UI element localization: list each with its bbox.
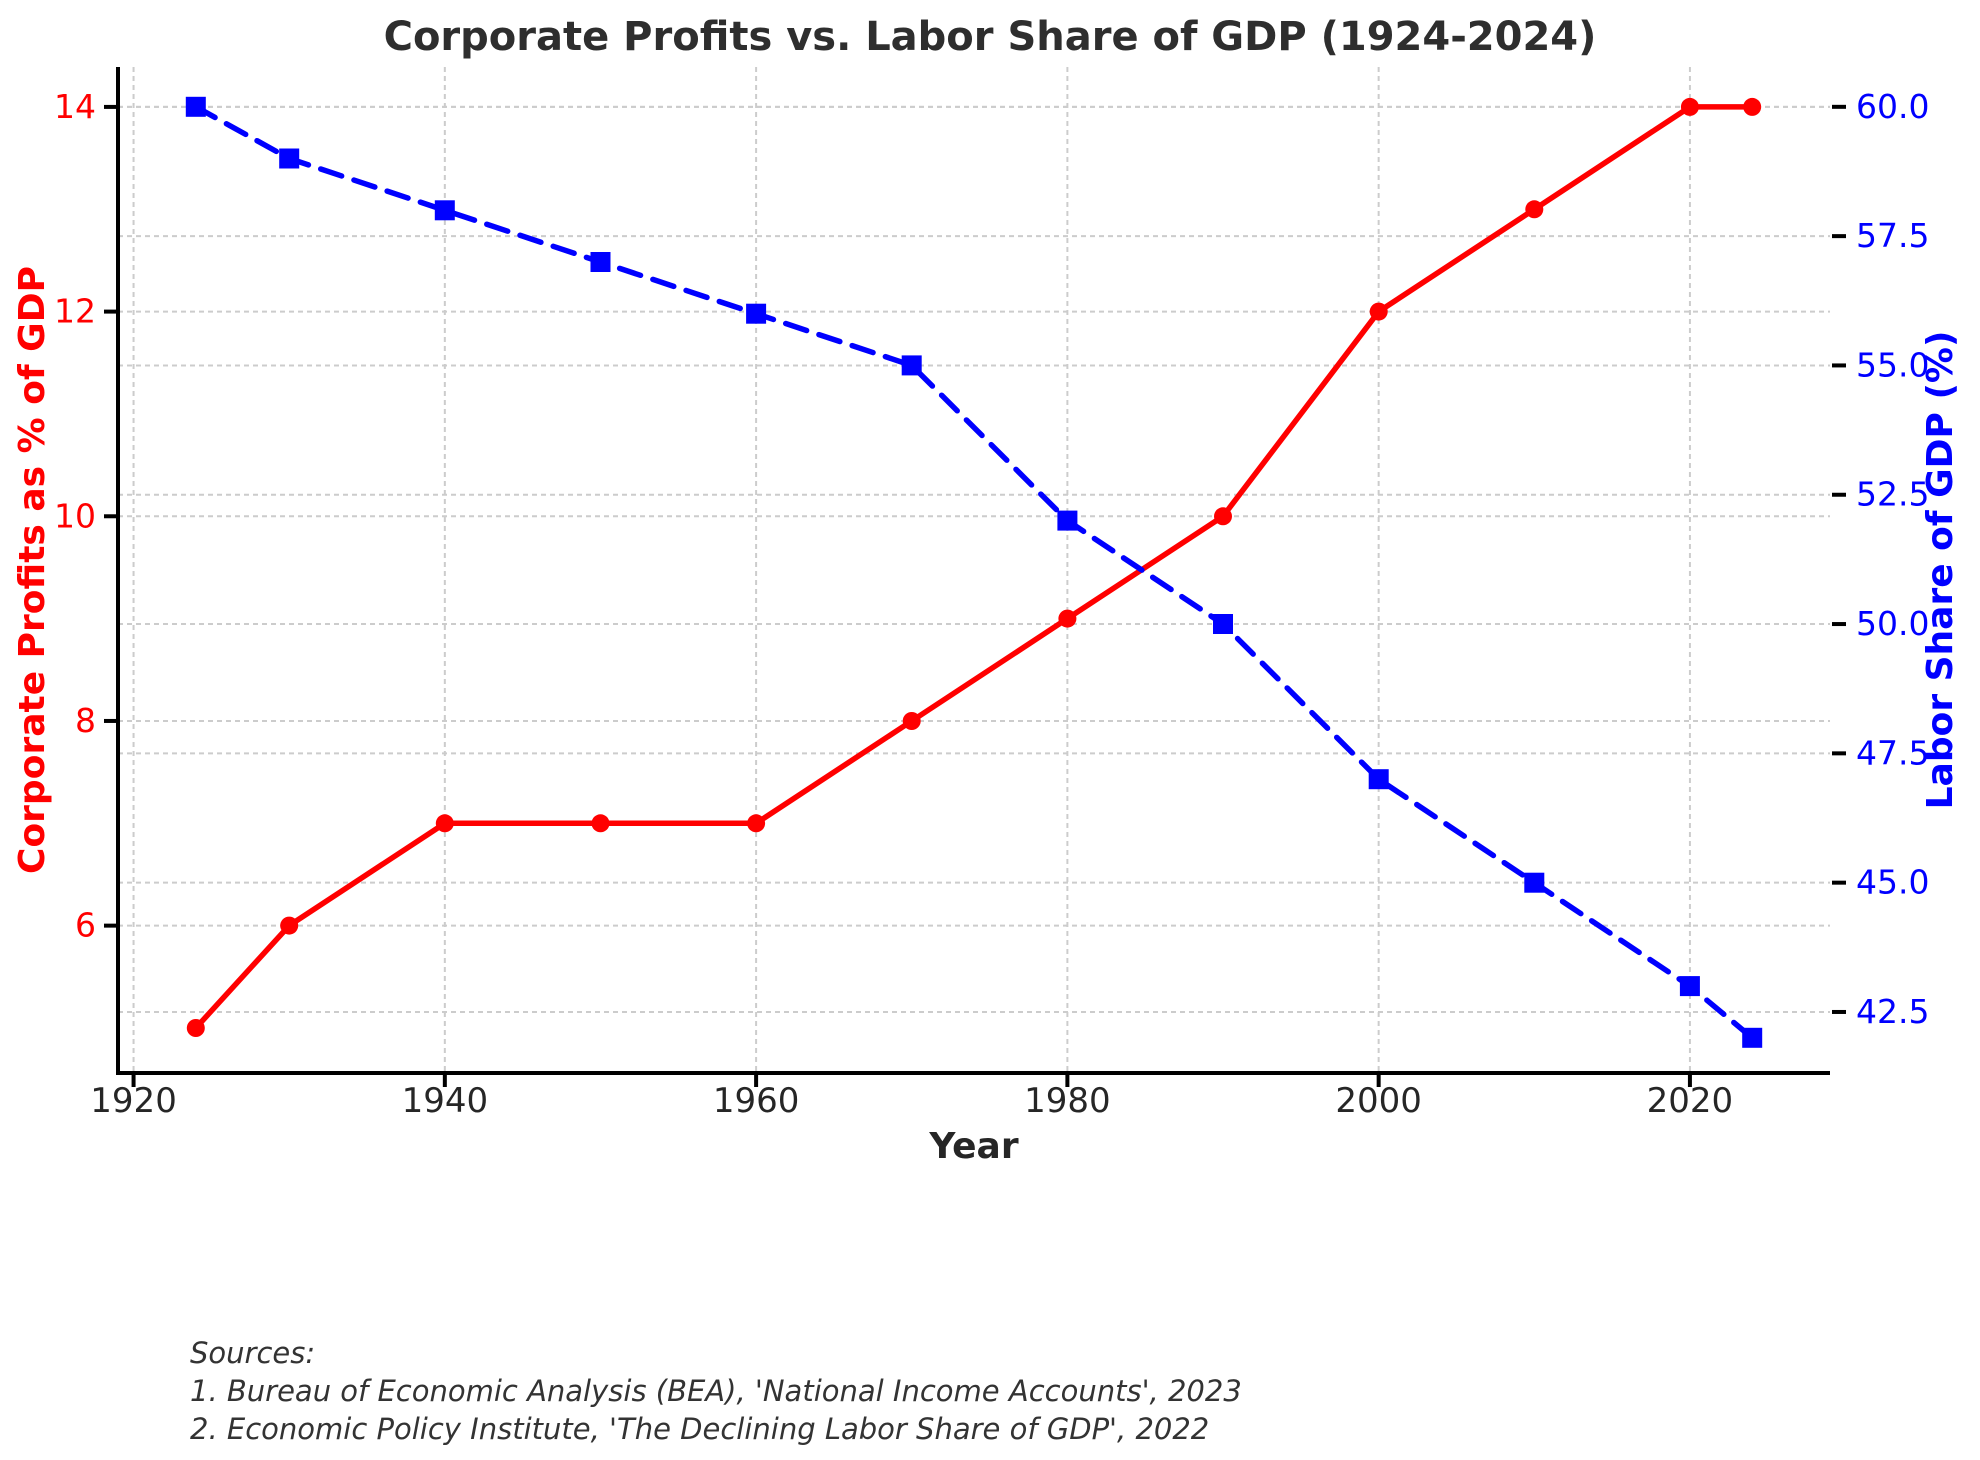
axis-ticks: 1920 1940 1960 1980 2000 2020 14 12 10 8 6 60.0 57.5… [54,87,1929,1121]
profits-data-point [591,814,610,833]
profits-line [193,104,1755,1031]
series-layer [185,96,1763,1048]
sources-line-2: 2. Economic Policy Institute, 'The Decli… [190,1412,1210,1446]
sources-heading: Sources: [190,1336,316,1370]
labor-share-data-point [746,303,767,324]
y-left-tick-label: 10 [54,496,96,535]
profits-data-point [186,1019,205,1037]
profits-data-point [435,814,454,833]
y-right-tick-label: 60.0 [1856,87,1929,126]
labor-share-data-point [1679,976,1700,997]
grid-layer [118,67,1830,1073]
y-right-tick-label: 52.5 [1856,475,1929,514]
x-tick-label: 2000 [1335,1081,1422,1121]
labor-share-data-point [1213,614,1233,634]
profits-data-point [1525,200,1544,219]
y-right-tick-label: 47.5 [1856,733,1929,772]
y-left-tick-label: 12 [54,292,96,331]
x-axis-label: Year [928,1126,1018,1167]
y-left-tick-label: 8 [75,701,96,740]
x-tick-label: 1960 [713,1081,800,1121]
labor-share-data-point [1057,510,1078,531]
profits-data-point [1058,609,1077,628]
profits-data-point [280,916,299,935]
labor-share-data-point [590,252,611,272]
y-left-tick-label: 6 [75,906,96,945]
profits-data-point [1214,507,1232,526]
labor-share-data-point [279,148,300,169]
labor-share-data-point [901,355,922,376]
x-tick-label: 1920 [90,1081,177,1121]
labor-share-data-point [1524,872,1545,893]
y-right-tick-label: 57.5 [1856,216,1929,255]
sources-line-1: 1. Bureau of Economic Analysis (BEA), 'N… [190,1374,1242,1408]
chart-title: Corporate Profits vs. Labor Share of GDP… [384,14,1597,60]
labor-share-data-point [185,96,206,117]
axis-spines [116,67,1830,1075]
x-tick-label: 1980 [1024,1081,1111,1121]
profits-data-point [1369,302,1388,321]
y-axis-label-left: Corporate Profits as % of GDP [12,266,53,874]
y-left-tick-label: 14 [54,87,96,126]
y-right-tick-label: 55.0 [1856,345,1929,384]
labor-share-line [193,104,1755,1041]
y-right-tick-label: 50.0 [1856,604,1929,643]
x-tick-label: 1940 [402,1081,489,1121]
labor-share-data-point [434,200,455,221]
x-tick-label: 2020 [1647,1081,1734,1121]
y-right-tick-label: 42.5 [1856,992,1929,1031]
profits-data-point [1680,97,1699,116]
y-right-tick-label: 45.0 [1856,863,1929,902]
profits-data-point [747,814,766,833]
sources-note: Sources: 1. Bureau of Economic Analysis … [190,1334,1242,1448]
labor-share-data-point [1368,769,1389,790]
labor-share-data-point [1742,1027,1763,1048]
profits-data-point [1743,97,1762,116]
profits-data-point [902,712,921,730]
y-axis-label-right: Labor Share of GDP (%) [1920,331,1961,810]
